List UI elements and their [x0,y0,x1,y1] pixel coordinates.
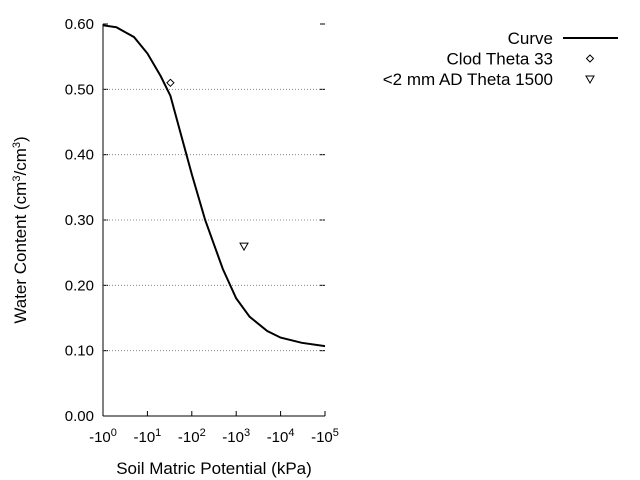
legend-label: <2 mm AD Theta 1500 [383,70,553,89]
marker [166,78,175,88]
y-tick-label: 0.10 [65,343,94,360]
x-tick-label-exponent: 4 [288,427,294,439]
x-tick-label: -101 [133,427,161,446]
y-tick-label: 0.00 [65,408,94,425]
x-tick-label: -103 [222,427,250,446]
x-tick-label: -102 [178,427,206,446]
y-axis-label-part: 3 [11,176,23,182]
y-axis-label-part: Water Content (cm [11,182,30,324]
x-tick-label-base: -10 [178,429,200,446]
x-tick-label-exponent: 1 [155,427,161,439]
legend-label: Curve [508,29,553,48]
y-tick-label: 0.20 [65,277,94,294]
x-tick-label-base: -10 [133,429,155,446]
y-tick-label: 0.40 [65,147,94,164]
y-tick-label: 0.30 [65,212,94,229]
x-tick-label-exponent: 2 [200,427,206,439]
marker [239,242,249,252]
x-tick-label: -100 [89,427,117,446]
x-tick-label-exponent: 3 [244,427,250,439]
y-axis-label: Water Content (cm3/cm3) [11,136,30,323]
y-tick-label: 0.60 [65,16,94,33]
x-tick-label: -104 [267,427,295,446]
curve [102,24,326,348]
legend-label: Clod Theta 33 [447,50,553,69]
x-tick-label-base: -10 [311,429,333,446]
x-axis-label: Soil Matric Potential (kPa) [116,459,312,478]
x-tick-label-exponent: 0 [111,427,117,439]
x-tick-label: -105 [311,427,339,446]
x-tick-label-exponent: 5 [333,427,339,439]
y-axis-label-part: ) [11,136,30,142]
x-tick-label-base: -10 [222,429,244,446]
legend-marker [585,54,595,63]
x-tick-label-base: -10 [267,429,289,446]
y-axis-label-part: /cm [11,148,30,175]
legend-marker [585,75,595,85]
y-axis-label-part: 3 [11,142,23,148]
y-tick-label: 0.50 [65,81,94,98]
x-tick-label-base: -10 [89,429,111,446]
